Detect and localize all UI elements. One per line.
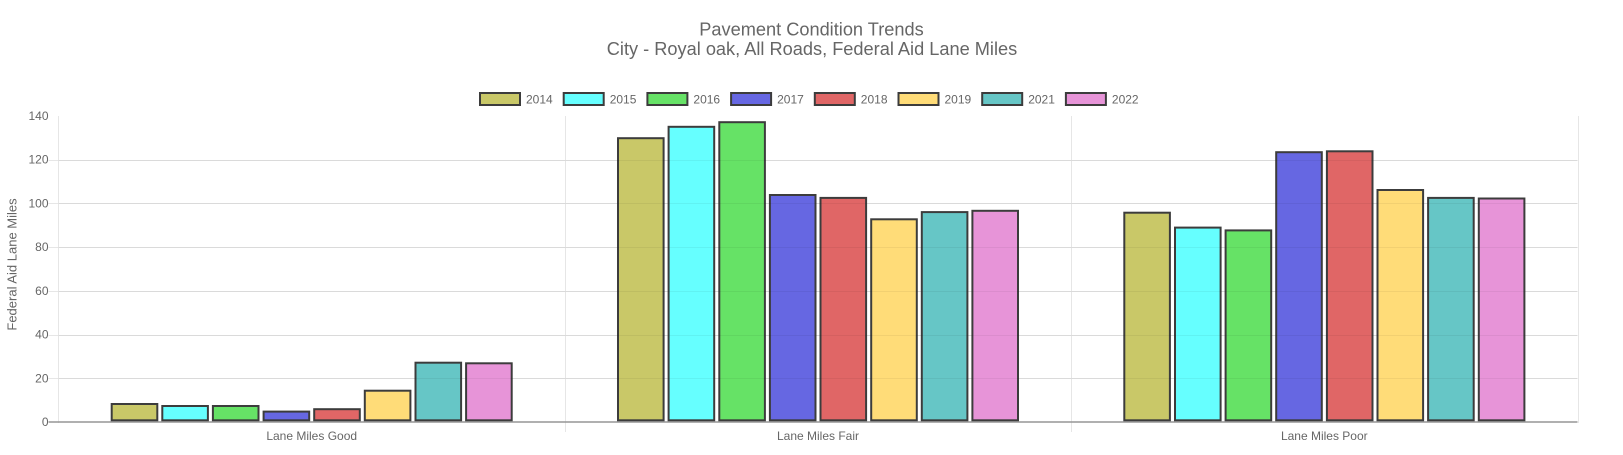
- svg-text:2017: 2017: [777, 93, 804, 107]
- svg-text:2016: 2016: [693, 93, 720, 107]
- svg-text:140: 140: [28, 109, 48, 123]
- svg-text:Lane Miles Fair: Lane Miles Fair: [777, 429, 859, 443]
- svg-text:Lane Miles Poor: Lane Miles Poor: [1281, 429, 1368, 443]
- svg-text:Pavement Condition Trends: Pavement Condition Trends: [699, 20, 923, 40]
- svg-text:80: 80: [35, 240, 49, 254]
- svg-text:City - Royal oak, All Roads, F: City - Royal oak, All Roads, Federal Aid…: [607, 39, 1017, 59]
- svg-text:40: 40: [35, 328, 49, 342]
- svg-text:Lane Miles Good: Lane Miles Good: [266, 429, 357, 443]
- svg-text:Federal Aid Lane Miles: Federal Aid Lane Miles: [5, 198, 20, 331]
- svg-text:2018: 2018: [861, 93, 888, 107]
- svg-text:60: 60: [35, 284, 49, 298]
- svg-text:0: 0: [42, 415, 49, 429]
- svg-text:20: 20: [35, 371, 49, 385]
- svg-text:2019: 2019: [945, 93, 972, 107]
- svg-text:100: 100: [28, 196, 48, 210]
- svg-text:2014: 2014: [526, 93, 553, 107]
- svg-text:2021: 2021: [1028, 93, 1055, 107]
- svg-text:120: 120: [28, 153, 48, 167]
- svg-text:2022: 2022: [1112, 93, 1139, 107]
- svg-text:2015: 2015: [610, 93, 637, 107]
